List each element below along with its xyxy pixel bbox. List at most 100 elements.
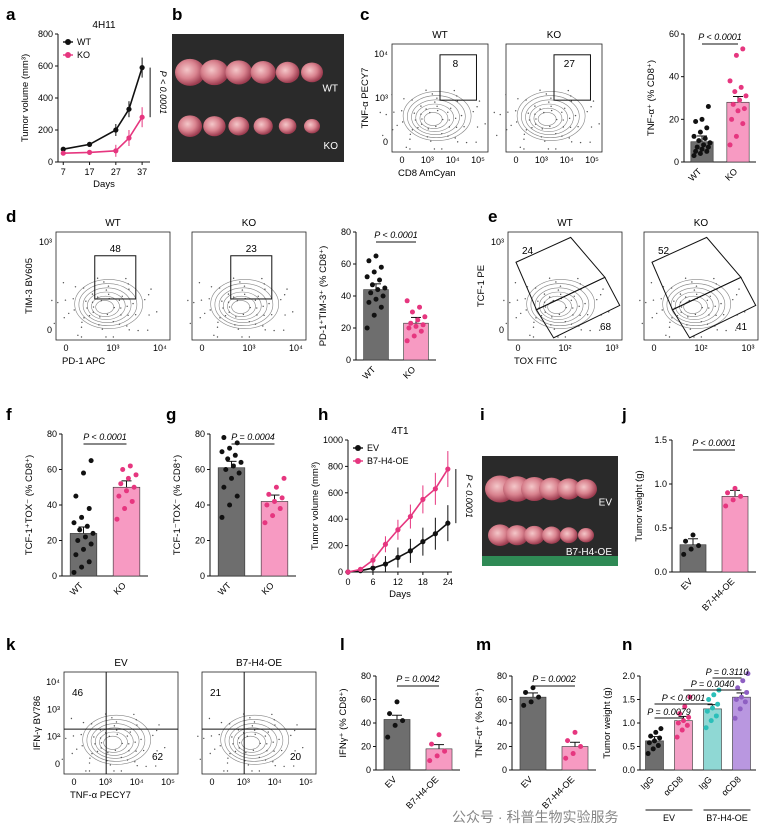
flow-y-tick: 10⁴ (374, 49, 388, 59)
event-dot (133, 713, 135, 716)
chart-title: 4T1 (391, 426, 409, 437)
bar-chart-n: 0.0 0.5 1.0 1.5 2.0 Tumor weight (g) IgG αCD8 Ig… (602, 667, 756, 823)
data-dot (236, 470, 242, 476)
data-dot (427, 758, 433, 764)
event-dot (144, 298, 146, 301)
data-dot (378, 264, 384, 270)
event-dot (88, 762, 91, 764)
event-dot (271, 713, 273, 716)
event-dot (379, 111, 381, 114)
event-dot (262, 325, 264, 327)
data-dot (434, 753, 440, 759)
tumor-specimen (542, 526, 562, 544)
event-dot (128, 288, 130, 290)
data-dot (701, 142, 707, 148)
event-dot (421, 118, 423, 120)
event-dot (126, 325, 128, 327)
event-dot (96, 750, 99, 753)
event-dot (514, 282, 517, 284)
panel-label-e: e (488, 207, 497, 226)
event-dot (118, 299, 121, 301)
x-tick-label: 17 (85, 167, 95, 177)
x-axis-label: Days (93, 179, 115, 190)
y-tick-label: 1.5 (622, 695, 635, 705)
event-dot (555, 132, 557, 135)
data-dot (705, 104, 711, 110)
flow-plot-title: WT (432, 30, 448, 41)
y-tick-label: 20 (341, 323, 351, 333)
density-contour (86, 291, 126, 320)
data-dot (420, 322, 426, 328)
event-dot (687, 316, 689, 318)
event-dot (68, 312, 70, 315)
data-dot (79, 514, 85, 520)
event-dot (81, 745, 83, 747)
tumor-specimen (253, 117, 273, 135)
event-dot (218, 287, 221, 289)
y-tick-label: 0 (366, 765, 371, 775)
data-dot (230, 463, 236, 469)
data-point (395, 527, 401, 533)
event-dot (204, 312, 206, 315)
event-dot (238, 747, 240, 749)
event-dot (680, 306, 683, 308)
data-point (60, 146, 66, 152)
event-dot (280, 298, 282, 301)
data-dot (73, 552, 79, 558)
event-dot (450, 107, 452, 109)
event-dot (651, 317, 653, 319)
event-dot (453, 89, 455, 92)
data-dot (272, 498, 277, 504)
data-dot (223, 467, 229, 472)
event-dot (414, 119, 417, 121)
category-label: WT (686, 166, 703, 183)
flow-y-tick: 10³ (39, 237, 52, 247)
event-dot (447, 135, 449, 137)
event-dot (101, 328, 104, 330)
data-dot (730, 497, 736, 503)
flow-x-tick: 0 (199, 343, 204, 353)
event-dot (400, 110, 403, 112)
event-dot (532, 326, 535, 328)
event-dot (253, 721, 256, 723)
comparison-p-value: P = 0.3110 (706, 667, 749, 677)
flow-y-tick: 10⁴ (46, 677, 60, 687)
event-dot (565, 306, 567, 309)
data-dot (120, 467, 126, 472)
gate-box (439, 54, 477, 101)
flow-plot-title: WT (105, 218, 121, 229)
event-dot (668, 336, 671, 338)
y-tick-label: 60 (361, 695, 371, 705)
flow-x-tick: 10³ (237, 777, 250, 787)
event-dot (259, 742, 261, 745)
event-dot (686, 324, 688, 326)
flow-x-tick: 10³ (421, 155, 434, 165)
event-dot (650, 282, 653, 284)
y-tick-label: 40 (47, 500, 57, 510)
data-dot (707, 140, 713, 146)
event-dot (602, 288, 604, 290)
event-dot (210, 286, 213, 288)
event-dot (427, 128, 429, 130)
p-value-label: P < 0.0001 (464, 474, 474, 517)
density-contour (82, 714, 151, 765)
event-dot (573, 295, 575, 297)
data-dot (686, 714, 692, 720)
event-dot (586, 110, 588, 113)
y-tick-label: 40 (195, 500, 205, 510)
event-dot (557, 336, 559, 338)
comparison-p-value: P < 0.0001 (662, 693, 705, 703)
event-dot (112, 320, 115, 323)
flow-plot-title: KO (242, 218, 257, 229)
event-dot (266, 750, 268, 752)
event-dot (92, 311, 94, 313)
event-dot (81, 321, 83, 324)
density-contour (232, 727, 272, 756)
flow-x-axis-label: CD8 AmCyan (398, 168, 456, 179)
event-dot (568, 137, 570, 139)
event-dot (524, 298, 526, 300)
density-contour (674, 291, 714, 320)
event-dot (292, 765, 295, 767)
event-dot (257, 295, 259, 297)
event-dot (436, 109, 439, 112)
